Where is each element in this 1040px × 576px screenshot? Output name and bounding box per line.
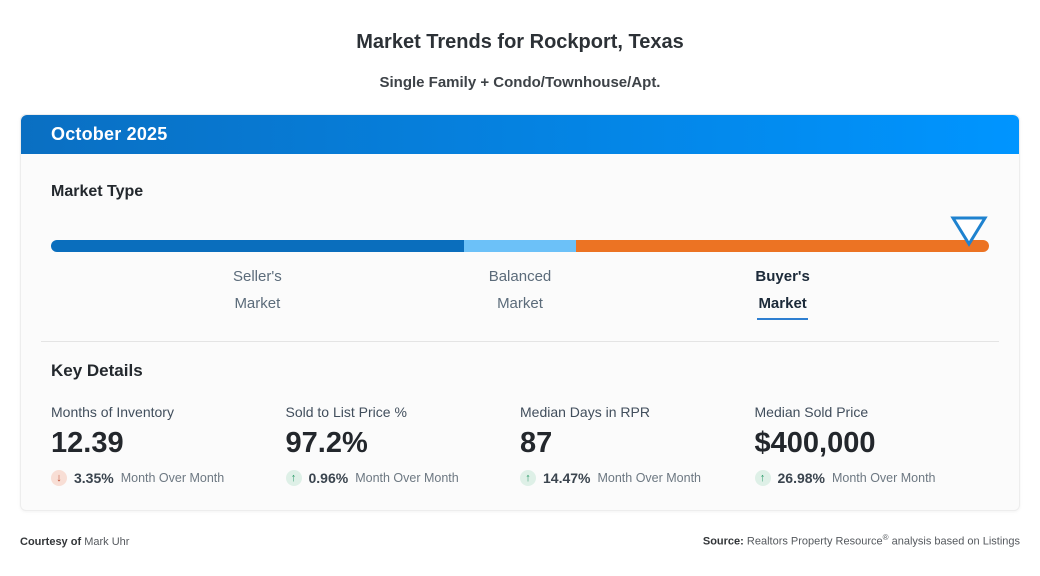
sellers-market-segment: [51, 240, 464, 252]
metric-label: Median Sold Price: [754, 404, 869, 420]
up-arrow-icon: ↑: [754, 470, 771, 486]
metric-change-period: Month Over Month: [597, 471, 701, 485]
metric-months-of-inventory: Months of Inventory 12.39 ↓ 3.35% Month …: [51, 404, 286, 486]
metric-change: ↑ 14.47% Month Over Month: [520, 470, 745, 486]
up-arrow-icon: ↑: [520, 470, 536, 486]
courtesy-text: Courtesy of Mark Uhr: [20, 536, 129, 548]
metric-change-period: Month Over Month: [120, 471, 225, 485]
market-type-labels: Seller's Market Balanced Market Buyer's …: [51, 263, 989, 320]
source-suffix: analysis based on Listings: [888, 535, 1020, 548]
registered-mark: ®: [882, 533, 889, 542]
page-subtitle: Single Family + Condo/Townhouse/Apt.: [379, 74, 661, 91]
sellers-market-label: Seller's Market: [51, 263, 464, 320]
market-type-bar: [51, 240, 989, 252]
segment-label: Seller's Market: [51, 263, 464, 317]
segment-label-line2: Market: [576, 290, 989, 320]
segment-label-line1: Balanced: [488, 268, 552, 285]
metric-value: 87: [520, 427, 553, 459]
section-divider: [41, 341, 999, 342]
key-details-metrics: Months of Inventory 12.39 ↓ 3.35% Month …: [51, 404, 989, 486]
metric-sold-to-list-price: Sold to List Price % 97.2% ↑ 0.96% Month…: [285, 404, 521, 486]
market-type-gauge: [51, 216, 989, 252]
metric-value: $400,000: [754, 427, 876, 459]
balanced-market-segment: [463, 240, 577, 252]
segment-label-selected: Buyer's Market: [576, 263, 989, 320]
balanced-market-label: Balanced Market: [464, 263, 577, 320]
courtesy-name: Mark Uhr: [84, 535, 130, 548]
metric-label: Median Days in RPR: [520, 404, 650, 420]
metric-change-period: Month Over Month: [355, 471, 459, 485]
metric-change-period: Month Over Month: [831, 471, 936, 485]
segment-label-line1: Seller's: [233, 268, 282, 285]
up-arrow-icon: ↑: [285, 470, 302, 486]
market-trends-card: October 2025 Market Type Seller's Market: [20, 114, 1020, 511]
market-type-heading: Market Type: [51, 183, 144, 200]
segment-label-line2: Market: [234, 295, 281, 312]
metric-change: ↑ 0.96% Month Over Month: [285, 470, 511, 486]
metric-label: Months of Inventory: [51, 404, 174, 420]
metric-median-days-in-rpr: Median Days in RPR 87 ↑ 14.47% Month Ove…: [520, 404, 755, 486]
segment-label-line1: Buyer's: [755, 268, 810, 285]
key-details-heading: Key Details: [51, 361, 143, 380]
source-text: Source: Realtors Property Resource® anal…: [703, 533, 1020, 548]
card-header: October 2025: [21, 115, 1019, 154]
buyers-market-label: Buyer's Market: [576, 263, 989, 320]
metric-value: 12.39: [51, 427, 124, 459]
footer: Courtesy of Mark Uhr Source: Realtors Pr…: [20, 533, 1020, 548]
metric-change-percent: 26.98%: [777, 470, 825, 486]
metric-median-sold-price: Median Sold Price $400,000 ↑ 26.98% Mont…: [754, 404, 990, 486]
segment-label-line2: Market: [497, 295, 543, 312]
card-body: Market Type Seller's Market: [21, 154, 1019, 510]
market-position-indicator-icon: [950, 215, 988, 247]
down-arrow-icon: ↓: [51, 470, 67, 486]
page-title: Market Trends for Rockport, Texas: [356, 31, 684, 53]
metric-change: ↑ 26.98% Month Over Month: [754, 470, 980, 486]
metric-change: ↓ 3.35% Month Over Month: [51, 470, 276, 486]
source-label: Source:: [702, 535, 744, 548]
segment-label: Balanced Market: [464, 263, 577, 317]
metric-change-percent: 3.35%: [74, 470, 114, 486]
period-label: October 2025: [51, 124, 168, 144]
metric-change-percent: 14.47%: [543, 470, 591, 486]
metric-value: 97.2%: [285, 427, 368, 459]
courtesy-label: Courtesy of: [20, 535, 82, 548]
buyers-market-segment: [576, 240, 989, 252]
metric-change-percent: 0.96%: [308, 470, 349, 486]
source-name: Realtors Property Resource: [746, 535, 883, 548]
metric-label: Sold to List Price %: [285, 404, 407, 420]
